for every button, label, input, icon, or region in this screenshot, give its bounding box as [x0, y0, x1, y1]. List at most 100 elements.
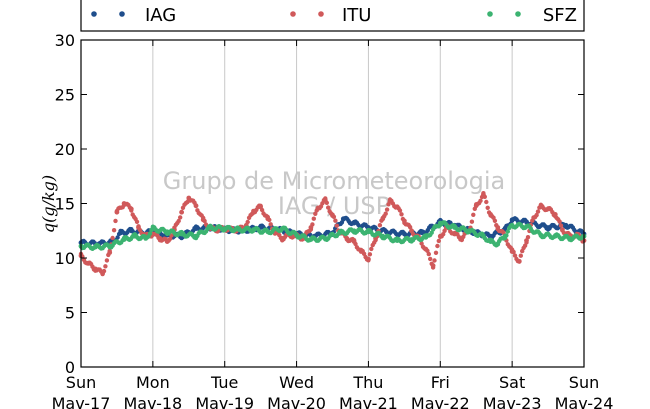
- x-tick-label-date: Mav-20: [267, 394, 326, 409]
- data-point-itu: [369, 246, 374, 252]
- data-point-itu: [167, 236, 173, 241]
- legend-marker-iag: [91, 11, 97, 17]
- data-point-iag: [118, 230, 123, 236]
- y-tick-label: 25: [55, 86, 75, 105]
- data-point-itu: [426, 251, 431, 257]
- data-point-sfz: [322, 236, 328, 241]
- x-tick-label-date: Mav-22: [411, 394, 470, 409]
- data-point-sfz: [147, 231, 153, 236]
- data-point-iag: [402, 231, 407, 237]
- data-point-itu: [103, 264, 108, 269]
- data-point-itu: [128, 206, 134, 212]
- y-tick-label: 5: [65, 304, 75, 323]
- data-point-sfz: [538, 232, 544, 238]
- axes: 0 5 10 15 20 25 30 Sun Mav-17 Mon Mav-18 Tue Mav-19 W…: [52, 31, 614, 409]
- y-tick-label: 0: [65, 358, 75, 377]
- data-point-itu: [488, 212, 493, 217]
- data-point-sfz: [236, 227, 242, 233]
- data-point-sfz: [251, 227, 256, 233]
- data-point-itu: [560, 227, 565, 233]
- data-point-itu: [164, 239, 170, 245]
- data-point-sfz: [502, 233, 508, 239]
- watermark-line-1: Grupo de Micrometeorologia: [163, 167, 505, 195]
- data-point-sfz: [429, 230, 434, 235]
- data-point-itu: [442, 228, 447, 233]
- data-point-itu: [552, 212, 558, 217]
- data-point-itu: [315, 205, 321, 211]
- data-point-itu: [334, 223, 339, 228]
- series-layer: [78, 191, 587, 277]
- data-point-itu: [432, 258, 437, 263]
- data-point-itu: [397, 208, 403, 213]
- x-tick-label-day: Sat: [499, 373, 525, 392]
- data-point-sfz: [509, 222, 515, 228]
- x-tick-label-day: Tue: [210, 373, 238, 392]
- data-point-sfz: [143, 236, 149, 241]
- data-point-itu: [524, 238, 529, 244]
- data-point-itu: [435, 243, 440, 249]
- x-tick-label-date: Mav-18: [123, 394, 182, 409]
- data-point-itu: [481, 192, 486, 198]
- data-point-itu: [344, 236, 350, 241]
- data-point-iag: [384, 229, 389, 235]
- legend-marker-sfz: [487, 11, 493, 17]
- series-itu: [78, 191, 587, 277]
- data-point-itu: [516, 258, 522, 264]
- data-point-itu: [409, 228, 414, 234]
- data-point-itu: [358, 249, 364, 254]
- data-point-sfz: [337, 230, 343, 236]
- data-point-sfz: [107, 243, 113, 249]
- data-point-sfz: [294, 232, 299, 238]
- data-point-itu: [308, 225, 314, 230]
- data-point-itu: [113, 218, 118, 224]
- x-tick-label-date: Mav-23: [483, 394, 542, 409]
- x-tick-label-date: Mav-21: [339, 394, 398, 409]
- data-point-sfz: [265, 229, 271, 235]
- data-point-itu: [367, 252, 373, 257]
- data-point-iag: [128, 228, 134, 234]
- data-point-itu: [330, 213, 335, 218]
- y-axis-label: q(g/kg): [39, 175, 58, 233]
- x-tick-label-date: Mav-17: [52, 394, 111, 409]
- legend-marker-sfz: [515, 11, 521, 17]
- data-point-itu: [557, 219, 562, 224]
- x-tick-label-day: Wed: [279, 373, 314, 392]
- data-point-itu: [134, 219, 140, 224]
- data-point-itu: [200, 217, 206, 223]
- data-point-itu: [176, 218, 181, 224]
- data-point-sfz: [437, 220, 443, 226]
- data-point-itu: [436, 238, 441, 244]
- data-point-itu: [313, 211, 318, 216]
- data-point-itu: [399, 212, 404, 217]
- data-point-itu: [136, 225, 141, 230]
- data-point-itu: [394, 204, 400, 210]
- data-point-itu: [258, 204, 263, 210]
- data-point-iag: [488, 233, 493, 239]
- x-tick-label-day: Sun: [569, 373, 599, 392]
- legend-label-itu: ITU: [342, 5, 371, 26]
- legend-marker-itu: [290, 11, 296, 17]
- legend-label-iag: IAG: [145, 5, 176, 26]
- data-point-sfz: [524, 224, 529, 229]
- data-point-itu: [407, 224, 413, 230]
- legend-marker-iag: [119, 11, 125, 17]
- data-point-itu: [509, 249, 515, 254]
- data-point-itu: [469, 219, 475, 224]
- data-point-sfz: [552, 233, 558, 239]
- data-point-iag: [524, 219, 529, 225]
- data-point-sfz: [132, 233, 138, 239]
- data-point-itu: [85, 261, 91, 266]
- data-point-itu: [419, 241, 424, 246]
- x-tick-label-date: Mav-24: [555, 394, 614, 409]
- data-point-itu: [538, 204, 544, 210]
- data-point-sfz: [150, 226, 156, 232]
- series-sfz: [78, 220, 587, 251]
- data-point-iag: [115, 235, 120, 240]
- data-point-itu: [558, 223, 564, 228]
- x-tick-label-day: Mon: [136, 373, 170, 392]
- data-point-itu: [387, 198, 393, 204]
- data-point-itu: [478, 198, 483, 203]
- y-tick-label: 20: [55, 140, 75, 159]
- data-point-sfz: [366, 229, 371, 235]
- data-point-sfz: [207, 225, 213, 230]
